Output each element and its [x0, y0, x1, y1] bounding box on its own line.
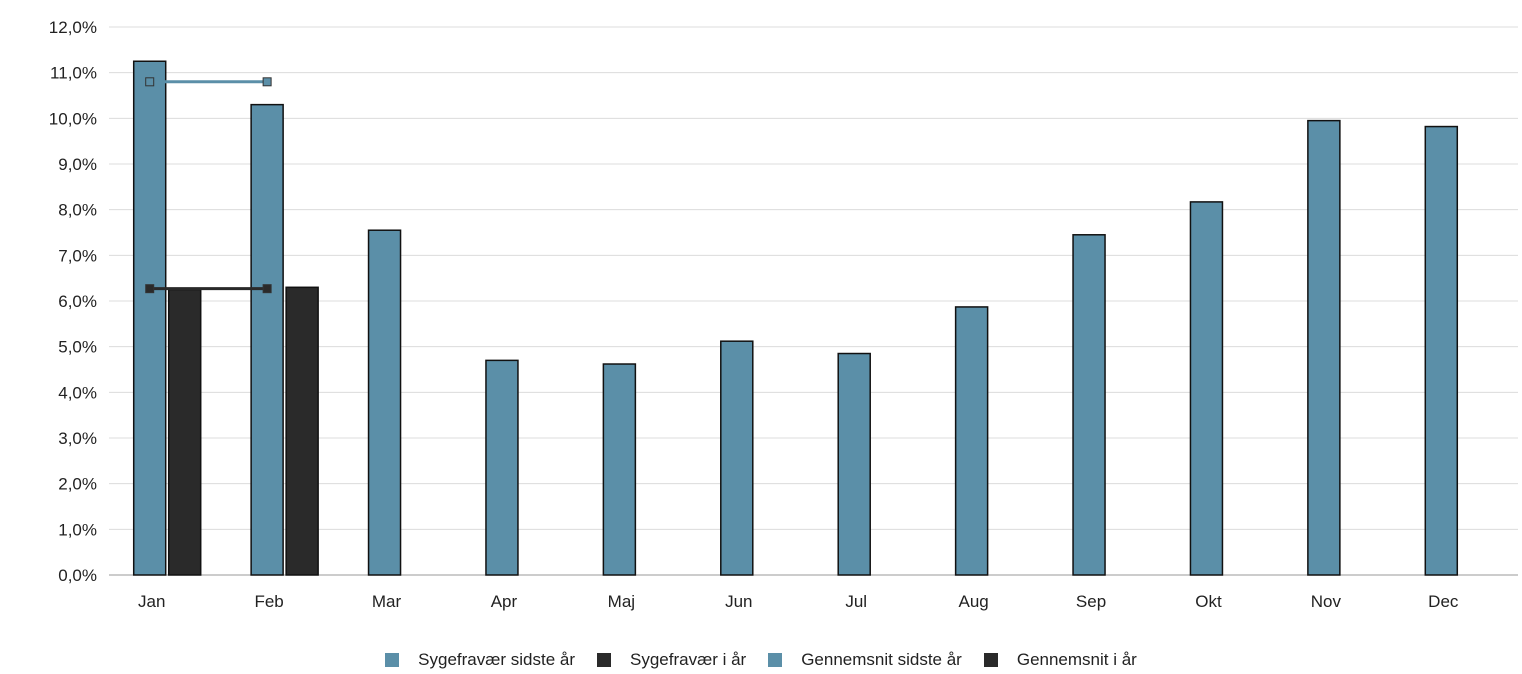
y-tick-label: 12,0% — [49, 18, 97, 37]
bar-i-aar — [167, 288, 202, 576]
legend-swatch-sygefravaer-sidste-aar — [385, 653, 400, 667]
y-tick-label: 10,0% — [49, 109, 97, 128]
legend-item-sygefravaer-i-aar: Sygefravær i år — [597, 650, 746, 670]
y-tick-label: 3,0% — [58, 429, 97, 448]
bar-sidste-aar — [367, 229, 402, 576]
x-tick-label: Apr — [491, 592, 518, 611]
bar-sidste-aar — [954, 306, 989, 576]
x-tick-label: Mar — [372, 592, 402, 611]
y-tick-label: 1,0% — [58, 520, 97, 539]
bars — [132, 60, 1459, 576]
y-axis-tick-labels: 0,0% 1,0% 2,0% 3,0% 4,0% 5,0% 6,0% 7,0% 8,0% 9,0%… — [49, 18, 97, 585]
y-tick-label: 5,0% — [58, 338, 97, 357]
y-tick-label: 9,0% — [58, 155, 97, 174]
x-tick-label: Maj — [608, 592, 635, 611]
legend-item-gennemsnit-sidste-aar: Gennemsnit sidste år — [768, 650, 962, 670]
x-tick-label: Aug — [959, 592, 989, 611]
legend-label: Gennemsnit i år — [1016, 650, 1137, 669]
legend-label: Gennemsnit sidste år — [801, 650, 962, 669]
bar-sidste-aar — [250, 103, 284, 576]
legend-label: Sygefravær i år — [630, 650, 747, 669]
average-marker — [145, 284, 155, 294]
bar-sidste-aar — [1072, 234, 1106, 576]
legend-swatch-gennemsnit-sidste-aar — [768, 653, 783, 667]
x-tick-label: Okt — [1195, 592, 1222, 611]
bar-sidste-aar — [837, 352, 871, 576]
bar-sidste-aar — [1307, 119, 1341, 576]
chart-svg: 0,0% 1,0% 2,0% 3,0% 4,0% 5,0% 6,0% 7,0% 8,0% 9,0%… — [49, 18, 1518, 611]
average-lines — [145, 77, 272, 294]
y-tick-label: 6,0% — [58, 292, 97, 311]
x-tick-label: Dec — [1428, 592, 1459, 611]
x-tick-label: Jun — [725, 592, 752, 611]
x-axis-tick-labels: Jan Feb Mar Apr Maj Jun Jul Aug Sep Okt Nov Dec — [138, 592, 1459, 611]
x-tick-label: Sep — [1076, 592, 1106, 611]
bar-sidste-aar — [485, 359, 519, 576]
legend-label: Sygefravær sidste år — [418, 650, 575, 669]
bar-sidste-aar — [1424, 125, 1459, 576]
average-marker — [262, 284, 272, 294]
y-tick-label: 8,0% — [58, 201, 97, 220]
average-marker — [262, 77, 272, 87]
legend-swatch-gennemsnit-i-aar — [983, 653, 998, 667]
bar-sidste-aar — [1189, 201, 1224, 576]
x-tick-label: Feb — [254, 592, 283, 611]
bar-sidste-aar — [720, 340, 754, 576]
legend-item-sygefravaer-sidste-aar: Sygefravær sidste år — [385, 650, 575, 670]
legend-swatch-sygefravaer-i-aar — [597, 653, 611, 667]
y-tick-label: 0,0% — [58, 566, 97, 585]
average-marker — [145, 77, 155, 87]
bar-sidste-aar — [132, 60, 167, 576]
y-tick-label: 2,0% — [58, 475, 97, 494]
x-tick-label: Nov — [1311, 592, 1342, 611]
x-tick-label: Jan — [138, 592, 165, 611]
gridlines — [109, 26, 1518, 576]
bar-i-aar — [285, 286, 319, 576]
y-tick-label: 4,0% — [58, 383, 97, 402]
y-tick-label: 11,0% — [50, 64, 97, 83]
x-tick-label: Jul — [845, 592, 867, 611]
y-tick-label: 7,0% — [58, 246, 97, 265]
legend: Sygefravær sidste år Sygefravær i år Gen… — [0, 650, 1522, 670]
legend-item-gennemsnit-i-aar: Gennemsnit i år — [983, 650, 1137, 670]
bar-sidste-aar — [602, 363, 637, 576]
